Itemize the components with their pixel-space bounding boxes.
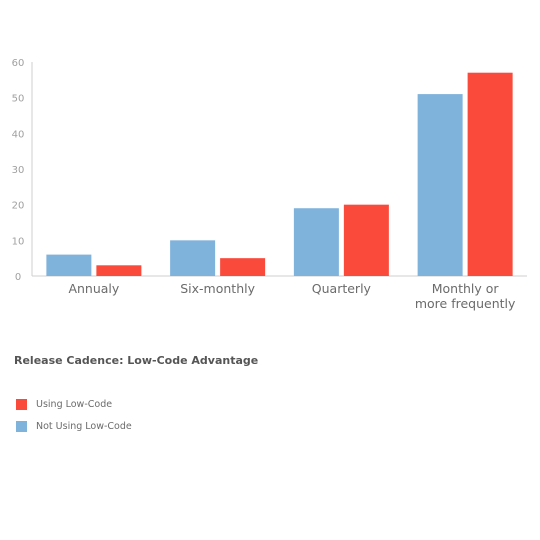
y-tick-label: 30 bbox=[12, 165, 25, 176]
y-tick-label: 20 bbox=[12, 201, 25, 212]
bar bbox=[343, 204, 389, 276]
legend-label: Using Low-Code bbox=[36, 398, 113, 410]
x-tick-label: Monthly or bbox=[432, 281, 500, 296]
x-tick-label: Six-monthly bbox=[180, 281, 255, 296]
legend: Using Low-Code Not Using Low-Code bbox=[16, 393, 132, 437]
chart-title: Release Cadence: Low-Code Advantage bbox=[14, 354, 259, 367]
bar bbox=[467, 72, 513, 276]
bar-chart: 0 10 20 30 40 50 60 Annualy Six-monthly Quarterly… bbox=[12, 58, 527, 311]
legend-swatch-using-low-code bbox=[16, 398, 27, 410]
x-tick-label: Quarterly bbox=[312, 281, 372, 296]
labels-layer: 0 10 20 30 40 50 60 Annualy Six-monthly Quarterly… bbox=[12, 58, 516, 311]
y-tick-label: 0 bbox=[15, 272, 21, 283]
legend-item-not-using-low-code: Not Using Low-Code bbox=[16, 415, 132, 437]
bar bbox=[96, 265, 142, 276]
legend-item-using-low-code: Using Low-Code bbox=[16, 393, 132, 415]
x-tick-label: Annualy bbox=[68, 281, 119, 296]
y-tick-label: 50 bbox=[12, 94, 25, 105]
x-tick-label: more frequently bbox=[415, 296, 516, 311]
bars-layer bbox=[46, 72, 513, 276]
bar bbox=[293, 208, 339, 276]
legend-label: Not Using Low-Code bbox=[36, 420, 132, 432]
y-tick-label: 40 bbox=[12, 129, 25, 140]
bar bbox=[46, 254, 92, 276]
y-tick-label: 60 bbox=[12, 58, 25, 69]
legend-swatch-not-using-low-code bbox=[16, 420, 27, 432]
bar bbox=[170, 240, 216, 276]
bar bbox=[417, 94, 463, 276]
bar bbox=[220, 258, 266, 276]
y-tick-label: 10 bbox=[12, 236, 25, 247]
